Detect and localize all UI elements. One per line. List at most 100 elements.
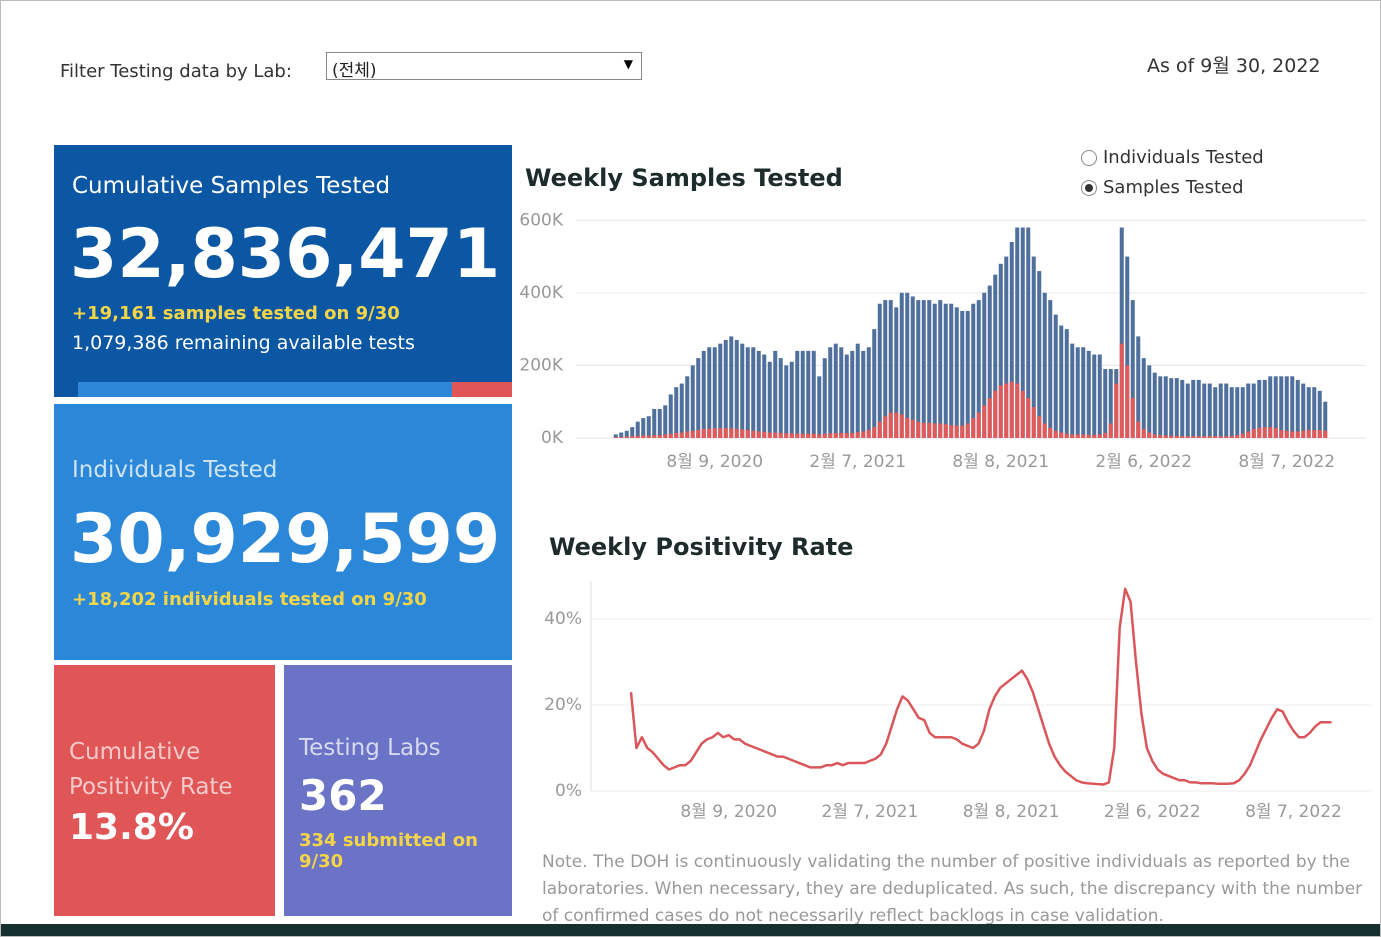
- bar: [1026, 227, 1031, 438]
- bar: [1284, 376, 1289, 438]
- bar: [1147, 365, 1152, 438]
- tile-title: Testing Labs: [299, 735, 441, 761]
- bar: [1174, 435, 1179, 438]
- x-tick-label: 2월 6, 2022: [1095, 452, 1192, 472]
- bar: [641, 418, 646, 438]
- bar: [795, 433, 800, 438]
- radio[interactable]: [1081, 179, 1097, 196]
- bar: [1097, 434, 1102, 438]
- bar: [674, 432, 679, 438]
- bar: [817, 376, 822, 438]
- bar: [718, 343, 723, 438]
- bar: [883, 416, 888, 438]
- bar: [1070, 434, 1075, 438]
- bar: [855, 343, 860, 438]
- bar: [861, 431, 866, 438]
- bar: [822, 433, 827, 438]
- bar: [1295, 379, 1300, 438]
- bar: [1240, 387, 1245, 438]
- radio[interactable]: [1081, 149, 1097, 166]
- x-tick-label: 2월 6, 2022: [1104, 802, 1201, 822]
- bar: [767, 432, 772, 438]
- bar: [1246, 431, 1251, 438]
- bar: [1081, 434, 1086, 438]
- bar: [1125, 256, 1130, 438]
- bar: [872, 427, 877, 438]
- bar: [1064, 433, 1069, 438]
- bar: [723, 428, 728, 438]
- bar: [1218, 383, 1223, 438]
- bar: [657, 435, 662, 438]
- bar: [756, 350, 761, 438]
- bar: [789, 433, 794, 438]
- bar: [784, 433, 789, 438]
- bar: [987, 398, 992, 438]
- bar: [723, 340, 728, 438]
- bar: [663, 434, 668, 438]
- bar: [707, 428, 712, 438]
- bar: [822, 358, 827, 438]
- chart-title: Weekly Samples Tested: [525, 164, 843, 192]
- bar: [789, 361, 794, 438]
- filter-dropdown[interactable]: (전체) ▼: [326, 52, 642, 81]
- bar: [1114, 383, 1119, 438]
- bar: [674, 387, 679, 438]
- bar: [784, 365, 789, 438]
- bar: [1323, 430, 1328, 438]
- bar: [949, 303, 954, 438]
- bar: [1180, 379, 1185, 438]
- bar: [685, 431, 690, 438]
- bar: [888, 300, 893, 438]
- bar: [1262, 427, 1267, 438]
- bar: [1273, 376, 1278, 438]
- bar: [1042, 292, 1047, 438]
- bar: [613, 434, 618, 438]
- bar: [987, 285, 992, 438]
- bar: [745, 347, 750, 438]
- bar: [1048, 300, 1053, 438]
- bar: [888, 412, 893, 438]
- bar: [679, 432, 684, 438]
- progress-used: [78, 382, 452, 397]
- bar: [740, 429, 745, 438]
- bar: [828, 433, 833, 438]
- bar: [806, 433, 811, 438]
- bar: [646, 435, 651, 438]
- toggle-option[interactable]: Individuals Tested: [1081, 147, 1264, 168]
- x-tick-label: 8월 8, 2021: [963, 802, 1060, 822]
- bar: [1169, 435, 1174, 438]
- bar: [1004, 256, 1009, 438]
- bar: [1075, 434, 1080, 438]
- bar: [624, 436, 629, 438]
- individuals-tile: Individuals Tested 30,929,599 +18,202 in…: [54, 404, 512, 660]
- bar: [1037, 416, 1042, 438]
- tile-delta: +18,202 individuals tested on 9/30: [72, 589, 427, 610]
- bar: [1202, 383, 1207, 438]
- bar: [751, 430, 756, 438]
- bar: [1235, 435, 1240, 438]
- bar: [740, 343, 745, 438]
- bar: [982, 405, 987, 438]
- bar: [883, 300, 888, 438]
- bar: [1262, 379, 1267, 438]
- tile-delta: +19,161 samples tested on 9/30: [72, 303, 400, 324]
- bar: [734, 428, 739, 438]
- bar: [1108, 369, 1113, 438]
- bar: [1136, 336, 1141, 438]
- bar: [635, 421, 640, 438]
- bar: [1312, 430, 1317, 438]
- bar: [806, 350, 811, 438]
- toggle-option[interactable]: Samples Tested: [1081, 177, 1244, 198]
- bar: [1042, 423, 1047, 438]
- bar: [1130, 398, 1135, 438]
- y-tick-label: 600K: [519, 210, 563, 230]
- bar: [1295, 431, 1300, 438]
- bar: [624, 430, 629, 438]
- bar: [1235, 387, 1240, 438]
- tile-value: 32,836,471: [70, 215, 501, 294]
- bar: [630, 436, 635, 438]
- bar: [844, 354, 849, 438]
- bar: [1240, 433, 1245, 438]
- line: [629, 587, 1332, 786]
